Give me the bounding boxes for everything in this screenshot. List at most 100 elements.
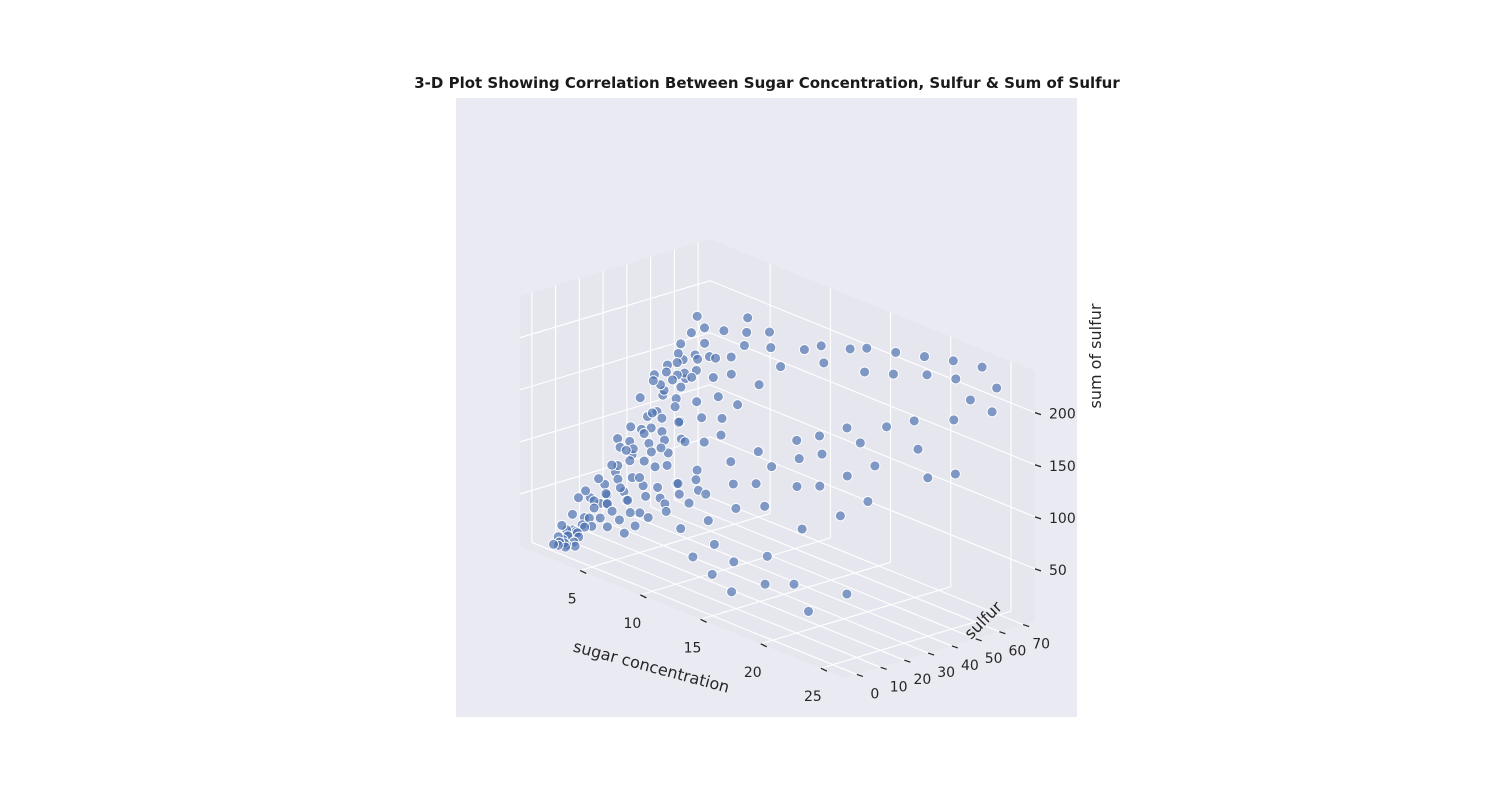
scatter-point bbox=[725, 368, 737, 380]
scatter-point bbox=[949, 468, 961, 480]
back-pane bbox=[710, 239, 1035, 621]
scatter-point bbox=[753, 379, 765, 391]
scatter-point bbox=[922, 472, 934, 484]
scatter-point bbox=[691, 396, 703, 408]
tick-mark bbox=[579, 569, 587, 575]
scatter-point bbox=[815, 340, 827, 352]
scatter-point bbox=[752, 446, 764, 458]
scatter-point bbox=[803, 605, 814, 617]
scatter-point bbox=[796, 523, 808, 535]
tick-label: 15 bbox=[684, 640, 702, 656]
scatter-point bbox=[601, 521, 613, 533]
grid-line-x-floor bbox=[820, 610, 1012, 669]
scatter-point bbox=[687, 551, 699, 563]
tick-label: 10 bbox=[623, 616, 641, 632]
grid-line-y-floor bbox=[697, 492, 1024, 626]
scatter-point bbox=[948, 414, 960, 426]
scatter-point bbox=[741, 326, 753, 338]
scatter-point bbox=[567, 508, 578, 520]
tick-label: 25 bbox=[804, 689, 822, 705]
scatter-point bbox=[793, 453, 805, 465]
scatter-point bbox=[702, 515, 714, 527]
scatter-point bbox=[834, 510, 846, 522]
scatter-point bbox=[732, 399, 744, 411]
scatter-point bbox=[618, 527, 630, 539]
scatter-point bbox=[986, 406, 998, 418]
tick-mark bbox=[999, 631, 1006, 635]
scatter-point bbox=[622, 494, 634, 506]
scatter-point bbox=[950, 373, 962, 385]
scatter-point bbox=[919, 351, 930, 363]
tick-label: 10 bbox=[890, 679, 908, 695]
scatter-point bbox=[614, 482, 626, 494]
scatter-point bbox=[814, 430, 825, 442]
tick-mark bbox=[856, 673, 864, 678]
scatter-point bbox=[640, 490, 652, 502]
scatter-point bbox=[629, 520, 641, 532]
scatter-point bbox=[573, 492, 584, 504]
scatter-point bbox=[600, 488, 612, 500]
scatter-point bbox=[686, 371, 698, 383]
scatter-point bbox=[759, 578, 771, 590]
scatter-point bbox=[606, 505, 618, 517]
scatter-point bbox=[859, 366, 871, 378]
scatter-point bbox=[699, 322, 710, 334]
grid-line-x-floor bbox=[700, 561, 891, 620]
scatter-point bbox=[791, 481, 803, 492]
tick-label: 100 bbox=[1049, 511, 1076, 527]
scatter-point bbox=[726, 586, 738, 598]
scatter-point bbox=[964, 394, 976, 406]
scatter-point bbox=[647, 375, 659, 387]
scatter-point bbox=[775, 361, 787, 373]
scatter-point bbox=[661, 459, 673, 471]
scatter-point bbox=[690, 474, 702, 486]
scatter-point bbox=[712, 391, 724, 403]
tick-mark bbox=[1034, 568, 1042, 572]
scatter-point bbox=[671, 357, 683, 369]
scatter-point bbox=[742, 312, 754, 324]
tick-label: 40 bbox=[961, 658, 979, 674]
scatter-point bbox=[579, 521, 591, 533]
scatter-point bbox=[716, 412, 728, 424]
scatter-point bbox=[814, 480, 826, 492]
scatter-point bbox=[588, 502, 600, 514]
data-points bbox=[548, 310, 1003, 617]
tick-mark bbox=[904, 659, 911, 663]
scatter-point bbox=[620, 444, 632, 456]
grid-line-x-floor bbox=[760, 586, 951, 645]
scatter-point bbox=[912, 443, 924, 455]
grid-line-y-floor bbox=[674, 499, 1000, 633]
scatter-point bbox=[730, 502, 742, 514]
scatter-point bbox=[646, 407, 658, 419]
scatter-point bbox=[613, 514, 625, 526]
tick-mark bbox=[640, 594, 647, 599]
tick-label: 20 bbox=[913, 672, 931, 688]
scatter-point bbox=[675, 523, 687, 535]
scatter-point bbox=[791, 434, 803, 446]
scatter-point bbox=[707, 372, 719, 383]
tick-mark bbox=[1034, 412, 1042, 416]
tick-mark bbox=[1034, 464, 1042, 468]
tick-label: 50 bbox=[1049, 563, 1067, 579]
tick-mark bbox=[927, 652, 935, 656]
scatter-point bbox=[947, 355, 959, 367]
scatter-point bbox=[725, 456, 737, 468]
grid-line-y-floor bbox=[650, 506, 976, 640]
scatter-point bbox=[679, 436, 691, 448]
scatter-point bbox=[764, 326, 775, 338]
scatter-point bbox=[706, 568, 718, 580]
scatter-point bbox=[672, 478, 684, 490]
scatter-point bbox=[638, 428, 650, 439]
scatter-point bbox=[991, 382, 1003, 394]
scatter-point bbox=[841, 470, 853, 482]
scatter-point bbox=[700, 488, 712, 500]
grid-line-y-floor bbox=[531, 541, 858, 675]
scatter-point bbox=[594, 512, 606, 524]
tick-label: 200 bbox=[1049, 407, 1076, 423]
scatter-point bbox=[673, 416, 685, 428]
scatter-point bbox=[818, 357, 830, 369]
scatter-point bbox=[816, 448, 828, 460]
tick-label: 5 bbox=[568, 591, 577, 607]
tick-label: 60 bbox=[1008, 644, 1026, 660]
